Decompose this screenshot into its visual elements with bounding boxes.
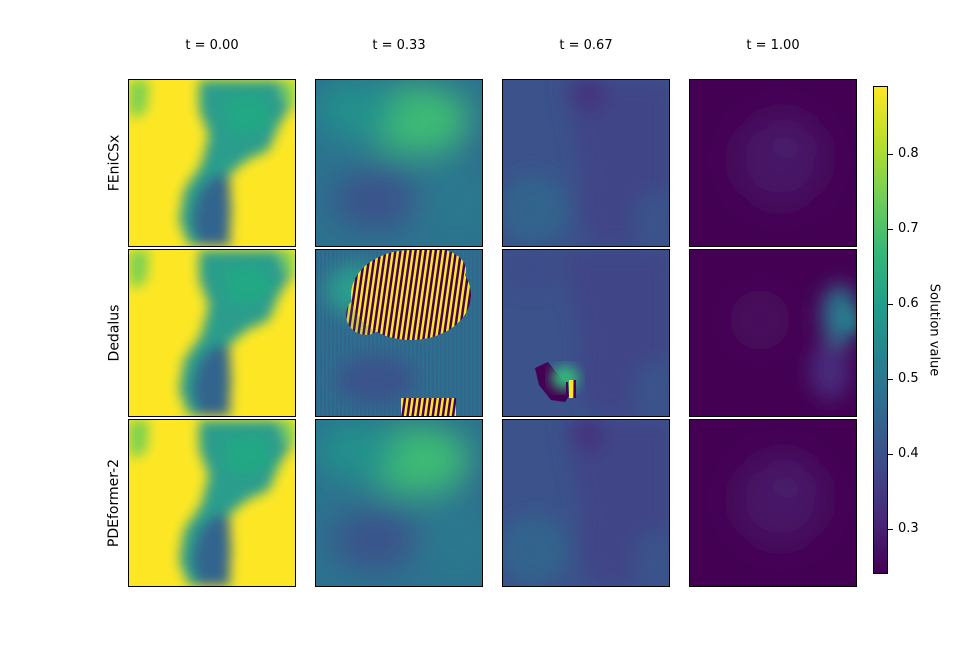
colorbar-tick-label: 0.5 bbox=[898, 371, 919, 386]
column-title-t1: t = 0.33 bbox=[372, 38, 426, 53]
colorbar-tick-label: 0.4 bbox=[898, 446, 919, 461]
column-title-t3: t = 1.00 bbox=[746, 38, 800, 53]
row-label-text: Dedalus bbox=[106, 304, 123, 362]
panel-pdeformer-t2 bbox=[502, 419, 670, 587]
colorbar-tick-label: 0.6 bbox=[898, 296, 919, 311]
heatmap-fenicsx-t1 bbox=[316, 80, 482, 246]
panel-pdeformer-t1 bbox=[315, 419, 483, 587]
colorbar-title-text: Solution value bbox=[926, 283, 942, 377]
colorbar-tick-label: 0.7 bbox=[898, 221, 919, 236]
heatmap-pdeformer-t3 bbox=[690, 420, 856, 586]
panel-dedalus-t3 bbox=[689, 249, 857, 417]
colorbar-tick bbox=[888, 379, 893, 380]
column-title-t2: t = 0.67 bbox=[559, 38, 613, 53]
panel-fenicsx-t1 bbox=[315, 79, 483, 247]
colorbar-tick-label: 0.8 bbox=[898, 146, 919, 161]
colorbar-tick bbox=[888, 529, 893, 530]
colorbar-tick bbox=[888, 454, 893, 455]
heatmap-dedalus-t1 bbox=[316, 250, 482, 416]
colorbar-tick-label: 0.3 bbox=[898, 521, 919, 536]
row-label-text: FEniCSx bbox=[106, 134, 123, 192]
heatmap-dedalus-t0 bbox=[129, 250, 295, 416]
panel-pdeformer-t3 bbox=[689, 419, 857, 587]
heatmap-fenicsx-t0 bbox=[129, 80, 295, 246]
colorbar-tick bbox=[888, 304, 893, 305]
panel-dedalus-t1 bbox=[315, 249, 483, 417]
panel-fenicsx-t2 bbox=[502, 79, 670, 247]
heatmap-pdeformer-t0 bbox=[129, 420, 295, 586]
panel-dedalus-t2 bbox=[502, 249, 670, 417]
panel-fenicsx-t0 bbox=[128, 79, 296, 247]
heatmap-fenicsx-t3 bbox=[690, 80, 856, 246]
heatmap-pdeformer-t1 bbox=[316, 420, 482, 586]
heatmap-dedalus-t3 bbox=[690, 250, 856, 416]
panel-pdeformer-t0 bbox=[128, 419, 296, 587]
column-title-t0: t = 0.00 bbox=[185, 38, 239, 53]
panel-fenicsx-t3 bbox=[689, 79, 857, 247]
row-label-text: PDEformer-2 bbox=[106, 458, 122, 548]
panel-dedalus-t0 bbox=[128, 249, 296, 417]
colorbar bbox=[873, 86, 888, 574]
colorbar-tick bbox=[888, 154, 893, 155]
colorbar-tick bbox=[888, 229, 893, 230]
heatmap-dedalus-t2 bbox=[503, 250, 669, 416]
heatmap-pdeformer-t2 bbox=[503, 420, 669, 586]
heatmap-fenicsx-t2 bbox=[503, 80, 669, 246]
